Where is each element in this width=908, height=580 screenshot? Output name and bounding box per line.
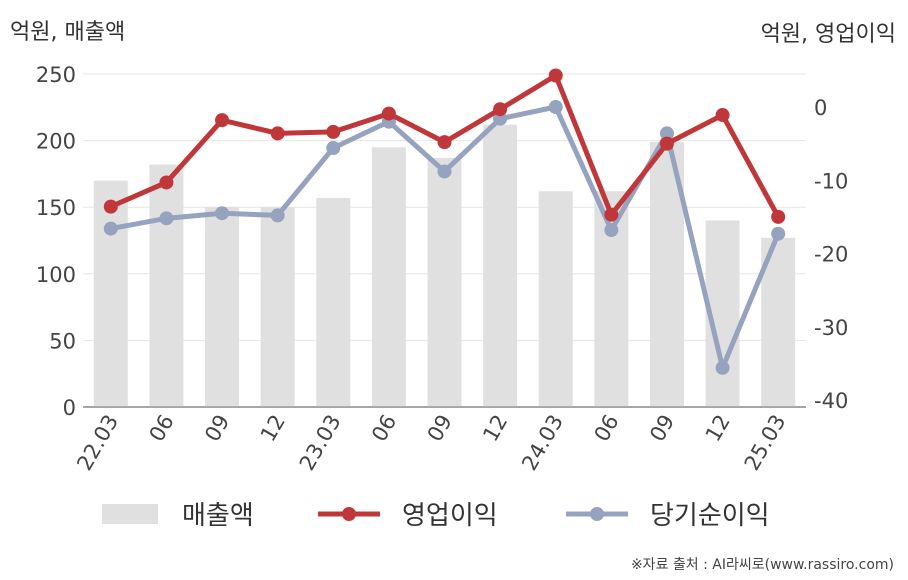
x-tick-label: 12 (478, 410, 512, 445)
point-영업이익 (659, 136, 674, 151)
point-영업이익 (103, 199, 118, 214)
x-tick-label: 12 (701, 411, 735, 446)
point-당기순이익 (604, 223, 619, 238)
right-tick-label: -10 (814, 169, 848, 193)
x-tick-label: 09 (200, 411, 234, 446)
point-영업이익 (493, 102, 508, 117)
bar-revenue (205, 207, 240, 407)
point-당기순이익 (771, 226, 786, 241)
point-당기순이익 (659, 126, 674, 141)
point-당기순이익 (715, 360, 730, 375)
point-영업이익 (548, 68, 563, 83)
x-tick-label: 09 (423, 411, 457, 446)
right-tick-label: -30 (814, 316, 848, 340)
point-영업이익 (604, 207, 619, 222)
left-tick-label: 100 (36, 263, 76, 287)
x-tick-label: 23.03 (295, 411, 346, 475)
point-영업이익 (270, 126, 285, 141)
right-axis-unit-label: 억원, 영업이익 (760, 22, 896, 47)
bar-revenue (483, 124, 518, 407)
point-영업이익 (381, 106, 396, 121)
point-당기순이익 (103, 221, 118, 236)
legend-swatch-revenue (102, 504, 158, 524)
left-tick-label: 250 (36, 63, 76, 87)
x-tick-label: 24.03 (517, 411, 568, 475)
bar-revenue (149, 164, 184, 407)
right-tick-label: -40 (814, 389, 848, 413)
point-영업이익 (771, 209, 786, 224)
x-tick-label: 25.03 (740, 411, 791, 475)
source-credit: ※자료 출처 : AI라씨로(www.rassiro.com) (630, 557, 894, 573)
legend-label: 영업이익 (402, 501, 498, 531)
x-tick-label: 06 (367, 411, 401, 446)
point-당기순이익 (270, 208, 285, 223)
legend-label: 매출액 (182, 501, 254, 531)
left-tick-label: 150 (36, 196, 76, 220)
x-tick-label: 22.03 (72, 411, 123, 475)
bar-revenue (538, 191, 573, 407)
right-tick-label: 0 (814, 96, 827, 120)
point-당기순이익 (215, 206, 230, 221)
x-tick-label: 09 (645, 411, 679, 446)
legend-swatch-marker (590, 507, 604, 521)
legend-swatch-marker (342, 507, 356, 521)
bar-revenue (316, 197, 351, 407)
legend-label: 당기순이익 (650, 501, 770, 531)
right-tick-label: -20 (814, 243, 848, 267)
point-영업이익 (215, 113, 230, 128)
point-영업이익 (437, 135, 452, 150)
point-당기순이익 (437, 164, 452, 179)
left-tick-label: 0 (63, 396, 76, 420)
point-영업이익 (326, 124, 341, 139)
point-영업이익 (715, 108, 730, 123)
left-tick-label: 50 (49, 329, 76, 353)
bar-revenue (260, 207, 295, 407)
point-당기순이익 (159, 211, 174, 226)
left-axis-unit-label: 억원, 매출액 (10, 20, 126, 45)
x-tick-label: 06 (590, 411, 624, 446)
point-당기순이익 (548, 100, 563, 114)
bar-revenue (371, 147, 406, 407)
x-tick-label: 12 (256, 411, 290, 446)
bar-revenue (93, 180, 128, 407)
left-tick-label: 200 (36, 130, 76, 154)
x-tick-label: 06 (145, 411, 179, 446)
point-당기순이익 (326, 141, 341, 156)
bar-revenue (427, 157, 462, 407)
point-영업이익 (159, 175, 174, 190)
